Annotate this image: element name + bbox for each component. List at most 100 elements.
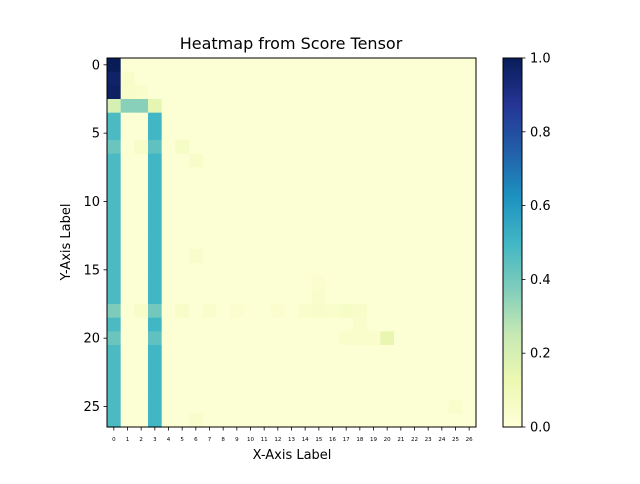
heatmap-cell	[134, 386, 149, 401]
heatmap-cell	[394, 413, 409, 428]
heatmap-cell	[435, 58, 450, 73]
heatmap-cell	[216, 399, 231, 414]
heatmap-cell	[394, 126, 409, 141]
heatmap-cell	[284, 208, 299, 223]
heatmap-cell	[435, 181, 450, 196]
heatmap-cell	[448, 345, 463, 360]
heatmap-cell	[407, 140, 422, 155]
heatmap-cell	[366, 208, 381, 223]
heatmap-cell	[312, 249, 327, 264]
heatmap-cell	[366, 99, 381, 114]
heatmap-cell	[339, 85, 354, 100]
heatmap-cell	[148, 331, 163, 346]
heatmap-cell	[134, 317, 149, 332]
heatmap-cell	[339, 126, 354, 141]
heatmap-cell	[107, 290, 122, 305]
heatmap-cell	[202, 85, 217, 100]
x-tick-label: 16	[329, 437, 336, 443]
heatmap-cell	[230, 140, 245, 155]
heatmap-cell	[134, 290, 149, 305]
heatmap-cell	[366, 140, 381, 155]
heatmap-cell	[339, 331, 354, 346]
heatmap-cell	[448, 167, 463, 182]
heatmap-cell	[148, 290, 163, 305]
heatmap-cell	[202, 140, 217, 155]
heatmap-cell	[312, 181, 327, 196]
heatmap-cell	[202, 304, 217, 319]
y-axis-label: Y-Axis Label	[59, 204, 74, 282]
heatmap-cell	[298, 194, 313, 209]
heatmap-cell	[148, 99, 163, 114]
heatmap-cell	[366, 304, 381, 319]
heatmap-cell	[148, 304, 163, 319]
heatmap-cell	[161, 126, 176, 141]
heatmap-cell	[312, 71, 327, 86]
heatmap-cell	[120, 358, 135, 373]
heatmap-cell	[448, 263, 463, 278]
heatmap-cell	[421, 71, 436, 86]
heatmap-cell	[161, 317, 176, 332]
heatmap-cell	[202, 194, 217, 209]
heatmap-cell	[202, 358, 217, 373]
heatmap-cell	[107, 112, 122, 127]
heatmap-cell	[230, 386, 245, 401]
heatmap-cell	[435, 317, 450, 332]
heatmap-cell	[243, 263, 258, 278]
x-tick-label: 25	[452, 437, 459, 443]
heatmap-cell	[339, 99, 354, 114]
heatmap-cell	[107, 235, 122, 250]
heatmap-cell	[462, 153, 477, 168]
heatmap-cell	[380, 413, 395, 428]
heatmap-cell	[148, 399, 163, 414]
heatmap-cell	[421, 153, 436, 168]
heatmap-cell	[230, 317, 245, 332]
heatmap-cell	[216, 71, 231, 86]
heatmap-cell	[298, 276, 313, 291]
heatmap-cell	[353, 71, 368, 86]
heatmap-cell	[230, 222, 245, 237]
heatmap-cell	[421, 126, 436, 141]
heatmap-cell	[380, 140, 395, 155]
heatmap-cell	[189, 71, 204, 86]
heatmap-cell	[435, 126, 450, 141]
heatmap-cell	[407, 99, 422, 114]
heatmap-cell	[448, 140, 463, 155]
heatmap-cell	[380, 331, 395, 346]
heatmap-cell	[325, 153, 340, 168]
heatmap-cell	[407, 413, 422, 428]
heatmap-cell	[107, 372, 122, 387]
heatmap-cell	[366, 386, 381, 401]
heatmap-cell	[120, 126, 135, 141]
colorbar-tick-label: 1.0	[530, 52, 551, 67]
heatmap-cell	[107, 126, 122, 141]
heatmap-cell	[339, 386, 354, 401]
heatmap-cell	[435, 167, 450, 182]
heatmap-cell	[216, 304, 231, 319]
heatmap-cell	[120, 331, 135, 346]
heatmap-cell	[421, 181, 436, 196]
colorbar-tick-label: 0.6	[530, 199, 551, 214]
heatmap-cell	[366, 167, 381, 182]
heatmap-cell	[243, 413, 258, 428]
heatmap-cell	[161, 358, 176, 373]
heatmap-cell	[312, 331, 327, 346]
heatmap-cell	[448, 358, 463, 373]
heatmap-cell	[312, 386, 327, 401]
heatmap-cell	[339, 153, 354, 168]
heatmap-cell	[120, 290, 135, 305]
heatmap-cell	[271, 372, 286, 387]
heatmap-cell	[257, 263, 272, 278]
heatmap-cell	[120, 372, 135, 387]
heatmap-cell	[230, 58, 245, 73]
heatmap-cell	[161, 58, 176, 73]
heatmap-cell	[298, 386, 313, 401]
heatmap-cell	[202, 413, 217, 428]
heatmap-cell	[271, 358, 286, 373]
heatmap-cell	[339, 276, 354, 291]
heatmap-cell	[298, 317, 313, 332]
heatmap-cell	[407, 358, 422, 373]
heatmap-cell	[298, 153, 313, 168]
heatmap-cell	[230, 249, 245, 264]
heatmap-cell	[394, 194, 409, 209]
heatmap-cell	[353, 153, 368, 168]
